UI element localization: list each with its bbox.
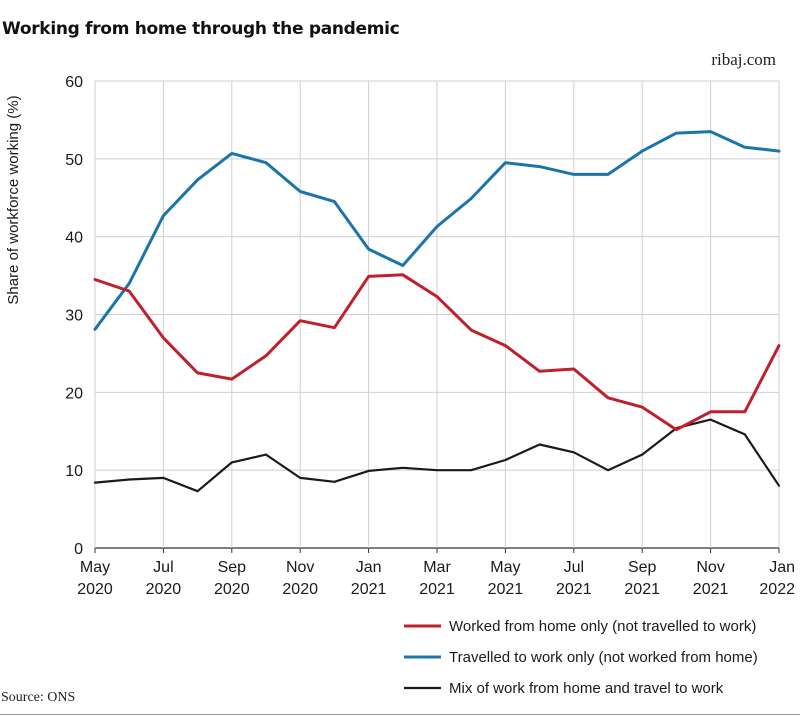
y-tick-label: 50 xyxy=(65,152,83,169)
x-axis-ticks: May 2020 Jul 2020 Sep 2020 Nov 2020 Jan 2021 Mar 20… xyxy=(77,548,795,598)
y-tick-label: 30 xyxy=(65,308,83,325)
x-tick-month: May xyxy=(490,559,520,576)
legend-label: Worked from home only (not travelled to … xyxy=(449,618,756,635)
series-lines xyxy=(93,130,781,493)
x-tick-year: 2021 xyxy=(488,581,524,598)
y-tick-label: 10 xyxy=(65,463,83,480)
x-tick-year: 2021 xyxy=(419,581,455,598)
grid-lines xyxy=(94,80,780,549)
y-axis-ticks: 0 10 20 30 40 50 60 xyxy=(65,74,83,558)
y-tick-label: 60 xyxy=(65,74,83,91)
source-note: Source: ONS xyxy=(1,690,76,705)
bottom-divider xyxy=(0,714,800,715)
x-tick-month: Jan xyxy=(356,559,382,576)
x-tick-year: 2020 xyxy=(146,581,182,598)
x-tick-year: 2020 xyxy=(77,581,113,598)
x-tick-year: 2020 xyxy=(282,581,318,598)
x-tick-month: Nov xyxy=(286,559,314,576)
series-line-3 xyxy=(93,418,781,493)
x-tick-month: Nov xyxy=(696,559,724,576)
site-credit[interactable]: ribaj.com xyxy=(711,50,776,69)
x-tick-year: 2021 xyxy=(693,581,729,598)
x-tick-month: Mar xyxy=(423,559,451,576)
chart-title: Working from home through the pandemic xyxy=(2,19,400,39)
x-tick-year: 2022 xyxy=(759,581,795,598)
x-tick-month: Jul xyxy=(564,559,584,576)
series-line-1 xyxy=(93,273,781,432)
x-tick-year: 2021 xyxy=(556,581,592,598)
x-tick-year: 2021 xyxy=(624,581,660,598)
x-tick-month: May xyxy=(80,559,110,576)
y-tick-label: 40 xyxy=(65,230,83,247)
x-tick-month: Jul xyxy=(153,559,173,576)
legend-label: Mix of work from home and travel to work xyxy=(449,680,724,697)
series-line-2 xyxy=(93,130,781,331)
legend: Worked from home only (not travelled to … xyxy=(404,618,758,697)
x-tick-month: Sep xyxy=(628,559,657,576)
x-tick-year: 2021 xyxy=(351,581,387,598)
y-tick-label: 0 xyxy=(74,541,83,558)
y-axis-label: Share of workforce working (%) xyxy=(5,95,22,304)
x-tick-month: Jan xyxy=(769,559,795,576)
legend-label: Travelled to work only (not worked from … xyxy=(449,649,758,666)
x-tick-year: 2020 xyxy=(214,581,250,598)
y-tick-label: 20 xyxy=(65,385,83,402)
x-tick-month: Sep xyxy=(218,559,247,576)
